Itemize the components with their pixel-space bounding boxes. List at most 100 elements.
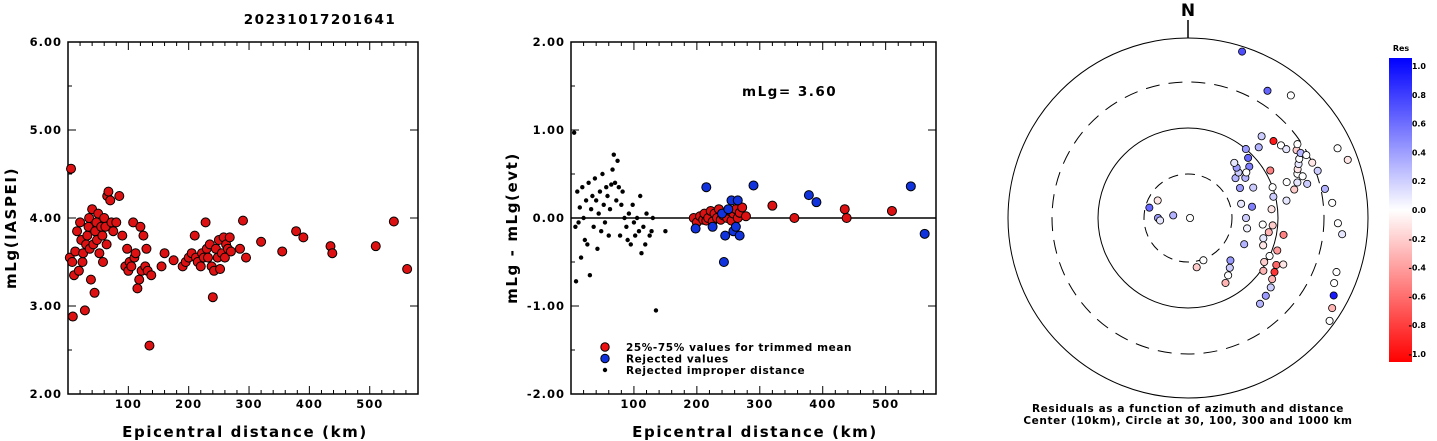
- residual-point: [1264, 228, 1273, 237]
- left-data-point: [203, 252, 213, 263]
- left-x-tick-label: 300: [236, 397, 263, 411]
- residual-point: [1320, 184, 1329, 193]
- rejected-distance-point: [592, 176, 598, 181]
- colorbar-tick-label: 0.0: [1412, 206, 1427, 215]
- rejected-value-point: [748, 180, 759, 191]
- residual-point: [1269, 137, 1278, 146]
- residual-point: [1169, 211, 1178, 220]
- rejected-distance-point: [602, 220, 608, 225]
- left-y-axis-label: mLg(IASPEI): [2, 167, 20, 289]
- left-data-point: [200, 217, 211, 228]
- residual-point: [1313, 166, 1322, 175]
- residual-point: [1145, 203, 1154, 212]
- rejected-distance-point: [599, 229, 604, 234]
- rejected-distance-point: [577, 205, 583, 210]
- rejected-distance-point: [583, 198, 589, 203]
- rejected-distance-point: [605, 193, 610, 199]
- rejected-distance-point: [578, 255, 584, 260]
- left-data-point: [114, 191, 125, 201]
- left-data-point: [327, 248, 338, 259]
- middle-x-tick-label: 500: [872, 397, 899, 411]
- rejected-distance-point: [624, 224, 629, 229]
- residual-point: [1303, 179, 1312, 188]
- rejected-distance-point: [650, 215, 656, 221]
- left-y-tick-label: 3.00: [30, 299, 62, 313]
- rejected-distance-point: [625, 237, 630, 243]
- rejected-distance-point: [620, 189, 625, 194]
- left-x-tick-label: 100: [115, 397, 142, 411]
- rejected-distance-point: [639, 251, 644, 256]
- residual-point: [1263, 86, 1272, 95]
- left-data-point: [277, 246, 288, 257]
- residual-point: [1248, 202, 1257, 211]
- trimmed-mean-point: [740, 211, 751, 222]
- rejected-value-point: [730, 221, 741, 232]
- rejected-distance-point: [606, 233, 611, 238]
- residual-point: [1249, 183, 1258, 192]
- left-x-axis-label: Epicentral distance (km): [122, 423, 368, 441]
- ring-30km: [1143, 173, 1233, 263]
- rejected-distance-point: [638, 193, 643, 199]
- residual-point: [1243, 224, 1252, 233]
- residual-point: [1255, 299, 1264, 308]
- residual-point: [1279, 260, 1288, 269]
- residual-point: [1235, 183, 1244, 192]
- left-x-tick-label: 400: [296, 397, 323, 411]
- rejected-distance-point: [628, 242, 633, 247]
- residual-point: [1259, 241, 1268, 250]
- legend-label: Rejected values: [626, 354, 729, 366]
- rejected-distance-point: [643, 242, 648, 247]
- left-data-point: [370, 241, 381, 252]
- rejected-distance-point: [653, 308, 659, 313]
- residual-point: [1270, 268, 1279, 277]
- left-y-tick-label: 4.00: [30, 211, 62, 225]
- legend-marker: [600, 353, 610, 364]
- middle-y-tick-label: 2.00: [533, 35, 565, 49]
- residual-point: [1266, 166, 1275, 175]
- left-data-point: [388, 216, 399, 227]
- left-points: [64, 163, 413, 351]
- middle-legend: 25%-75% values for trimmed meanRejected …: [600, 342, 852, 377]
- rejected-distance-point: [593, 198, 599, 203]
- figure-title: 20231017201641: [244, 12, 397, 28]
- rejected-distance-point: [612, 180, 618, 185]
- colorbar-tick-label: 0.8: [1412, 91, 1427, 100]
- residual-point: [1279, 230, 1288, 239]
- residual-point: [1230, 158, 1239, 167]
- trimmed-mean-point: [841, 213, 852, 223]
- rejected-value-point: [707, 221, 718, 232]
- rejected-value-point: [919, 228, 930, 239]
- left-data-point: [111, 217, 122, 228]
- rejected-distance-point: [571, 130, 577, 135]
- left-data-point: [141, 243, 152, 254]
- rejected-distance-point: [616, 185, 622, 190]
- rejected-value-point: [718, 257, 729, 267]
- left-data-point: [234, 243, 245, 254]
- left-data-point: [105, 195, 116, 206]
- legend-marker: [600, 342, 610, 352]
- left-data-point: [298, 232, 309, 243]
- rejected-distance-point: [641, 224, 646, 229]
- residual-point: [1338, 230, 1347, 239]
- rejected-distance-point: [601, 202, 606, 207]
- residual-point: [1268, 183, 1277, 192]
- north-label: N: [1181, 1, 1195, 21]
- colorbar: Res 1.0 0.8 0.6 0.4 0.2 0.0 -0.2 -0.4 -0.6 -0.8 -1…: [1389, 44, 1426, 362]
- middle-y-axis-label: mLg - mLg(evt): [503, 152, 521, 304]
- left-data-point: [219, 252, 230, 263]
- rejected-value-point: [723, 204, 734, 215]
- rejected-distance-point: [586, 180, 591, 185]
- rejected-value-point: [720, 230, 731, 241]
- rejected-distance-point: [596, 211, 601, 216]
- rejected-distance-point: [576, 220, 581, 225]
- left-data-point: [215, 264, 226, 275]
- residual-point: [1293, 140, 1302, 149]
- left-data-point: [402, 264, 413, 275]
- left-data-point: [122, 243, 133, 254]
- left-data-point: [89, 287, 100, 298]
- left-data-point: [128, 217, 139, 228]
- residual-point: [1282, 145, 1291, 154]
- rejected-distance-point: [590, 193, 595, 199]
- rejected-distance-point: [591, 224, 596, 229]
